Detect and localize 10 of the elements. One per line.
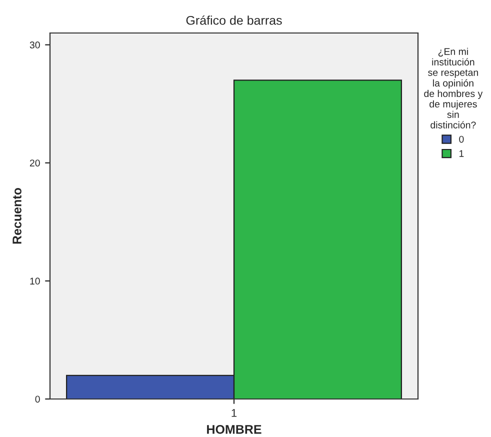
y-axis-title: Recuento	[12, 188, 22, 244]
x-axis-title: HOMBRE	[207, 424, 262, 434]
y-tick-label: 30	[30, 42, 40, 48]
legend-label: 0	[459, 136, 464, 143]
legend-label: 1	[459, 150, 464, 157]
y-tick-label: 20	[30, 160, 40, 166]
y-tick-label: 0	[35, 396, 40, 403]
chart-title: Gráfico de barras	[186, 15, 282, 25]
legend-title: ¿En mi institución se respetan la opinión de hombres y de mujeres sin distinción?	[424, 48, 483, 128]
y-tick-label: 10	[30, 278, 40, 285]
